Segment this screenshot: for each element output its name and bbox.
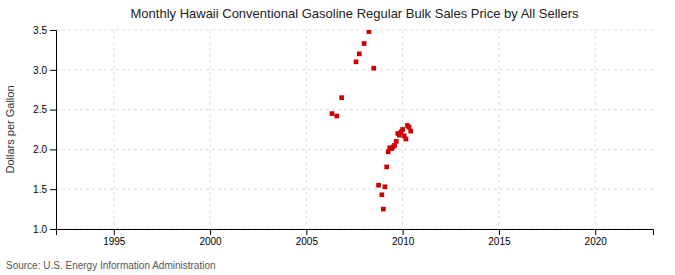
x-tick-label: 2020	[585, 236, 608, 247]
y-tick-mark	[50, 229, 56, 230]
x-tick-label: 2010	[392, 236, 415, 247]
y-tick: 1.0	[33, 224, 56, 235]
point	[394, 139, 399, 144]
x-tick-mark	[403, 229, 404, 235]
grid-line-x	[113, 30, 114, 229]
y-tick-mark	[50, 110, 56, 111]
y-axis-line	[50, 31, 57, 230]
x-axis: 1995 2000 2005 2010 2015 2020	[57, 229, 654, 247]
grid-line-y	[56, 109, 653, 110]
point	[339, 95, 344, 100]
y-tick: 2.5	[33, 104, 56, 115]
x-tick: 2005	[296, 229, 319, 247]
x-tick: 2015	[488, 229, 511, 247]
x-tick-label: 2005	[296, 236, 319, 247]
y-tick-label: 2.0	[33, 144, 47, 155]
point	[367, 30, 372, 34]
x-tick-mark	[499, 229, 500, 235]
grid	[56, 30, 653, 229]
grid-line-x	[210, 30, 211, 229]
y-tick: 2.0	[33, 144, 56, 155]
y-tick: 3.5	[33, 25, 56, 36]
y-tick-label: 3.5	[33, 25, 47, 36]
point	[334, 114, 339, 119]
y-tick-label: 3.0	[33, 65, 47, 76]
x-tick-mark	[210, 229, 211, 235]
grid-line-x	[498, 30, 499, 229]
y-tick: 3.0	[33, 65, 56, 76]
grid-line-y	[56, 69, 653, 70]
points	[330, 30, 413, 211]
point	[408, 129, 413, 134]
title: Monthly Hawaii Conventional Gasoline Reg…	[131, 6, 579, 21]
x-tick: 2000	[199, 229, 222, 247]
point	[362, 41, 367, 46]
point	[330, 111, 335, 116]
chart: 1995 2000 2005 2010 2015 2020 1.0 1.5 2.0 2.5 3.0 3…	[0, 0, 675, 275]
y-tick-mark	[50, 189, 56, 190]
plot: 1995 2000 2005 2010 2015 2020 1.0 1.5 2.0 2.5 3.0 3…	[33, 25, 653, 247]
x-tick-label: 2000	[199, 236, 222, 247]
point	[404, 137, 409, 142]
point	[381, 207, 386, 212]
x-tick: 2010	[392, 229, 415, 247]
annotation: Source: U.S. Energy Information Administ…	[6, 260, 216, 271]
grid-line-y	[56, 149, 653, 150]
y-tick-mark	[50, 149, 56, 150]
y-axis: 1.0 1.5 2.0 2.5 3.0 3.5	[33, 25, 56, 235]
x-axis-line	[57, 230, 654, 236]
y-tick-mark	[50, 30, 56, 31]
point	[357, 52, 362, 57]
point	[376, 183, 381, 188]
point	[400, 127, 405, 132]
x-tick: 1995	[103, 229, 126, 247]
y-tick-label: 1.0	[33, 224, 47, 235]
grid-line-y	[56, 189, 653, 190]
y-tick: 1.5	[33, 184, 56, 195]
grid-line-x	[306, 30, 307, 229]
point	[380, 192, 385, 197]
x-tick: 2020	[585, 229, 608, 247]
point	[383, 184, 388, 189]
x-tick-mark	[595, 229, 596, 235]
point	[371, 66, 376, 71]
y-tick-label: 1.5	[33, 184, 47, 195]
point	[384, 165, 389, 170]
grid-line-x	[595, 30, 596, 229]
y-axis-title: Dollars per Gallon	[4, 85, 16, 173]
grid-line-y	[56, 30, 653, 31]
point	[354, 59, 359, 64]
x-tick-mark	[114, 229, 115, 235]
y-tick-label: 2.5	[33, 104, 47, 115]
x-tick-mark	[306, 229, 307, 235]
x-tick-label: 1995	[103, 236, 126, 247]
y-tick-mark	[50, 70, 56, 71]
x-tick-label: 2015	[488, 236, 511, 247]
